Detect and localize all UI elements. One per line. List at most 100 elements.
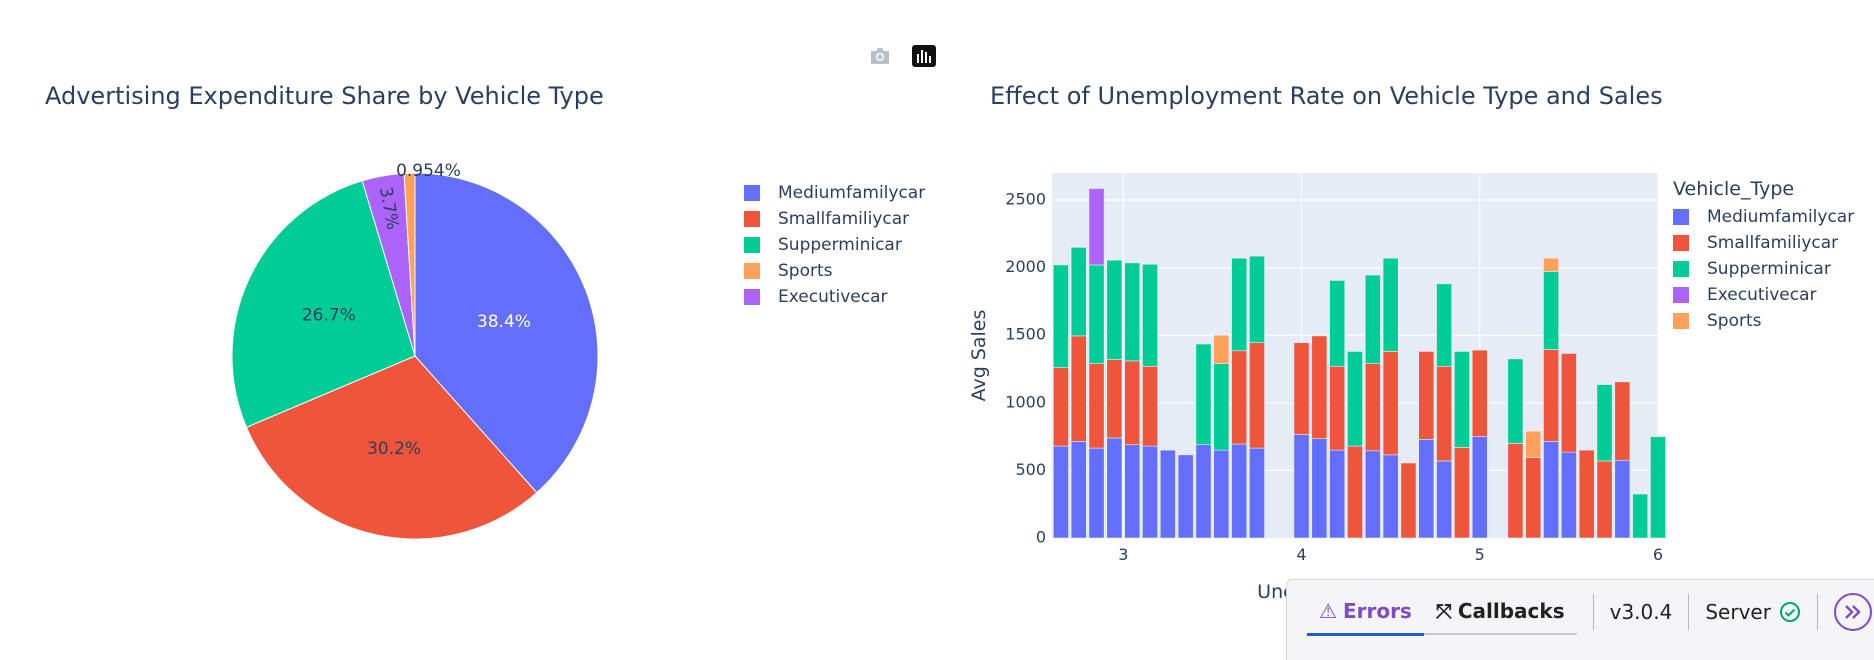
callbacks-label: Callbacks bbox=[1457, 599, 1565, 623]
bar-legend-item[interactable]: Supperminicar bbox=[1673, 256, 1854, 282]
bar-segment bbox=[1418, 351, 1435, 440]
legend-swatch bbox=[744, 263, 760, 279]
legend-label: Sports bbox=[1707, 311, 1762, 331]
server-label: Server bbox=[1705, 600, 1771, 624]
bar-segment bbox=[1614, 381, 1631, 461]
y-tick-label: 0 bbox=[1036, 528, 1046, 547]
plotly-logo-icon[interactable] bbox=[910, 44, 938, 68]
x-tick-label: 4 bbox=[1296, 545, 1306, 564]
bar-segment bbox=[1142, 263, 1158, 367]
x-tick-label: 6 bbox=[1653, 545, 1663, 564]
bar-segment bbox=[1525, 457, 1542, 539]
bar-segment bbox=[1418, 439, 1435, 539]
legend-label: Mediumfamilycar bbox=[778, 183, 926, 203]
bar-segment bbox=[1329, 449, 1346, 539]
bar-legend-item[interactable]: Smallfamiliycar bbox=[1673, 230, 1854, 256]
bar-segment bbox=[1507, 358, 1524, 444]
x-tick-label: 3 bbox=[1118, 545, 1128, 564]
bar-legend-item[interactable]: Mediumfamilycar bbox=[1673, 204, 1854, 230]
pie-slice-label: 26.7% bbox=[302, 306, 356, 326]
bar-segment bbox=[1382, 257, 1399, 352]
bar-segment bbox=[1088, 188, 1105, 266]
legend-swatch bbox=[744, 211, 760, 227]
legend-label: Smallfamiliycar bbox=[778, 209, 910, 229]
bar-legend-title: Vehicle_Type bbox=[1673, 178, 1795, 200]
bar-segment bbox=[1124, 360, 1141, 446]
modebar bbox=[866, 44, 938, 68]
bar-segment bbox=[1525, 430, 1542, 458]
legend-label: Executivecar bbox=[1707, 285, 1817, 305]
pie-legend-item[interactable]: Supperminicar bbox=[744, 232, 925, 258]
pie-slice bbox=[414, 172, 599, 494]
pie-legend-item[interactable]: Smallfamiliycar bbox=[744, 206, 925, 232]
errors-label: Errors bbox=[1342, 598, 1412, 623]
legend-label: Supperminicar bbox=[778, 235, 902, 255]
legend-swatch bbox=[744, 237, 760, 253]
bar-segment bbox=[1507, 443, 1524, 539]
errors-tab[interactable]: ⚠ Errors bbox=[1307, 589, 1424, 636]
bar-segment bbox=[1614, 459, 1631, 539]
bar-segment bbox=[1347, 445, 1363, 539]
bar-segment bbox=[1596, 384, 1613, 462]
bar-segment bbox=[1471, 349, 1488, 437]
y-tick-label: 1500 bbox=[1005, 325, 1046, 344]
legend-swatch bbox=[1673, 261, 1689, 277]
legend-label: Mediumfamilycar bbox=[1707, 207, 1855, 227]
bar-segment bbox=[1231, 443, 1248, 539]
bar-segment bbox=[1142, 366, 1158, 447]
bar-segment bbox=[1106, 359, 1123, 439]
bar-segment bbox=[1436, 366, 1452, 462]
legend-label: Sports bbox=[778, 261, 833, 281]
pie-legend-item[interactable]: Executivecar bbox=[744, 284, 925, 310]
bar-segment bbox=[1311, 438, 1328, 539]
bar-segment bbox=[1195, 343, 1212, 446]
bar-segment bbox=[1231, 350, 1248, 445]
bar-segment bbox=[1311, 335, 1328, 439]
bar-segment bbox=[1177, 454, 1194, 539]
legend-swatch bbox=[1673, 287, 1689, 303]
bar-segment bbox=[1088, 363, 1105, 449]
dash-devtools-bar: ⚠ Errors ⤧ Callbacks v3.0.4 Server bbox=[1286, 579, 1874, 660]
bar-segment bbox=[1436, 460, 1452, 539]
bar-segment bbox=[1543, 257, 1559, 272]
warning-icon: ⚠ bbox=[1319, 598, 1337, 623]
bar-segment bbox=[1471, 436, 1488, 539]
bar-segment bbox=[1543, 349, 1559, 442]
pie-slice-label: 0.954% bbox=[396, 161, 461, 181]
divider bbox=[1592, 594, 1594, 630]
callbacks-tab[interactable]: ⤧ Callbacks bbox=[1423, 589, 1577, 635]
bar-segment bbox=[1561, 353, 1577, 453]
bar-segment bbox=[1364, 450, 1381, 539]
bar-legend-item[interactable]: Executivecar bbox=[1673, 282, 1854, 308]
divider bbox=[1816, 594, 1818, 630]
bar-segment bbox=[1561, 451, 1577, 539]
y-tick-label: 2500 bbox=[1005, 190, 1046, 209]
version-label: v3.0.4 bbox=[1609, 600, 1673, 624]
bar-segment bbox=[1650, 436, 1666, 539]
bar-segment bbox=[1596, 460, 1613, 539]
bar-segment bbox=[1632, 493, 1649, 539]
pie-legend-item[interactable]: Sports bbox=[744, 258, 925, 284]
pie-slice-label: 38.4% bbox=[477, 312, 531, 332]
bar-segment bbox=[1249, 342, 1265, 449]
bar-segment bbox=[1106, 259, 1123, 360]
devtools-toggle-button[interactable] bbox=[1833, 593, 1872, 631]
bar-segment bbox=[1249, 255, 1265, 343]
y-tick-label: 2000 bbox=[1005, 257, 1046, 276]
bar-segment bbox=[1454, 351, 1470, 448]
legend-label: Supperminicar bbox=[1707, 259, 1831, 279]
bar-segment bbox=[1543, 271, 1559, 350]
bar-segment bbox=[1195, 444, 1212, 539]
x-tick-label: 5 bbox=[1475, 545, 1485, 564]
pie-slice bbox=[403, 172, 416, 357]
callbacks-icon: ⤧ bbox=[1435, 599, 1452, 623]
camera-icon[interactable] bbox=[866, 44, 894, 68]
pie-legend-item[interactable]: Mediumfamilycar bbox=[744, 180, 925, 206]
bar-segment bbox=[1454, 447, 1470, 539]
bar-segment bbox=[1364, 274, 1381, 364]
bar-segment bbox=[1382, 351, 1399, 456]
bar-segment bbox=[1053, 264, 1069, 368]
bar-segment bbox=[1578, 449, 1595, 539]
bar-legend-item[interactable]: Sports bbox=[1673, 308, 1854, 334]
